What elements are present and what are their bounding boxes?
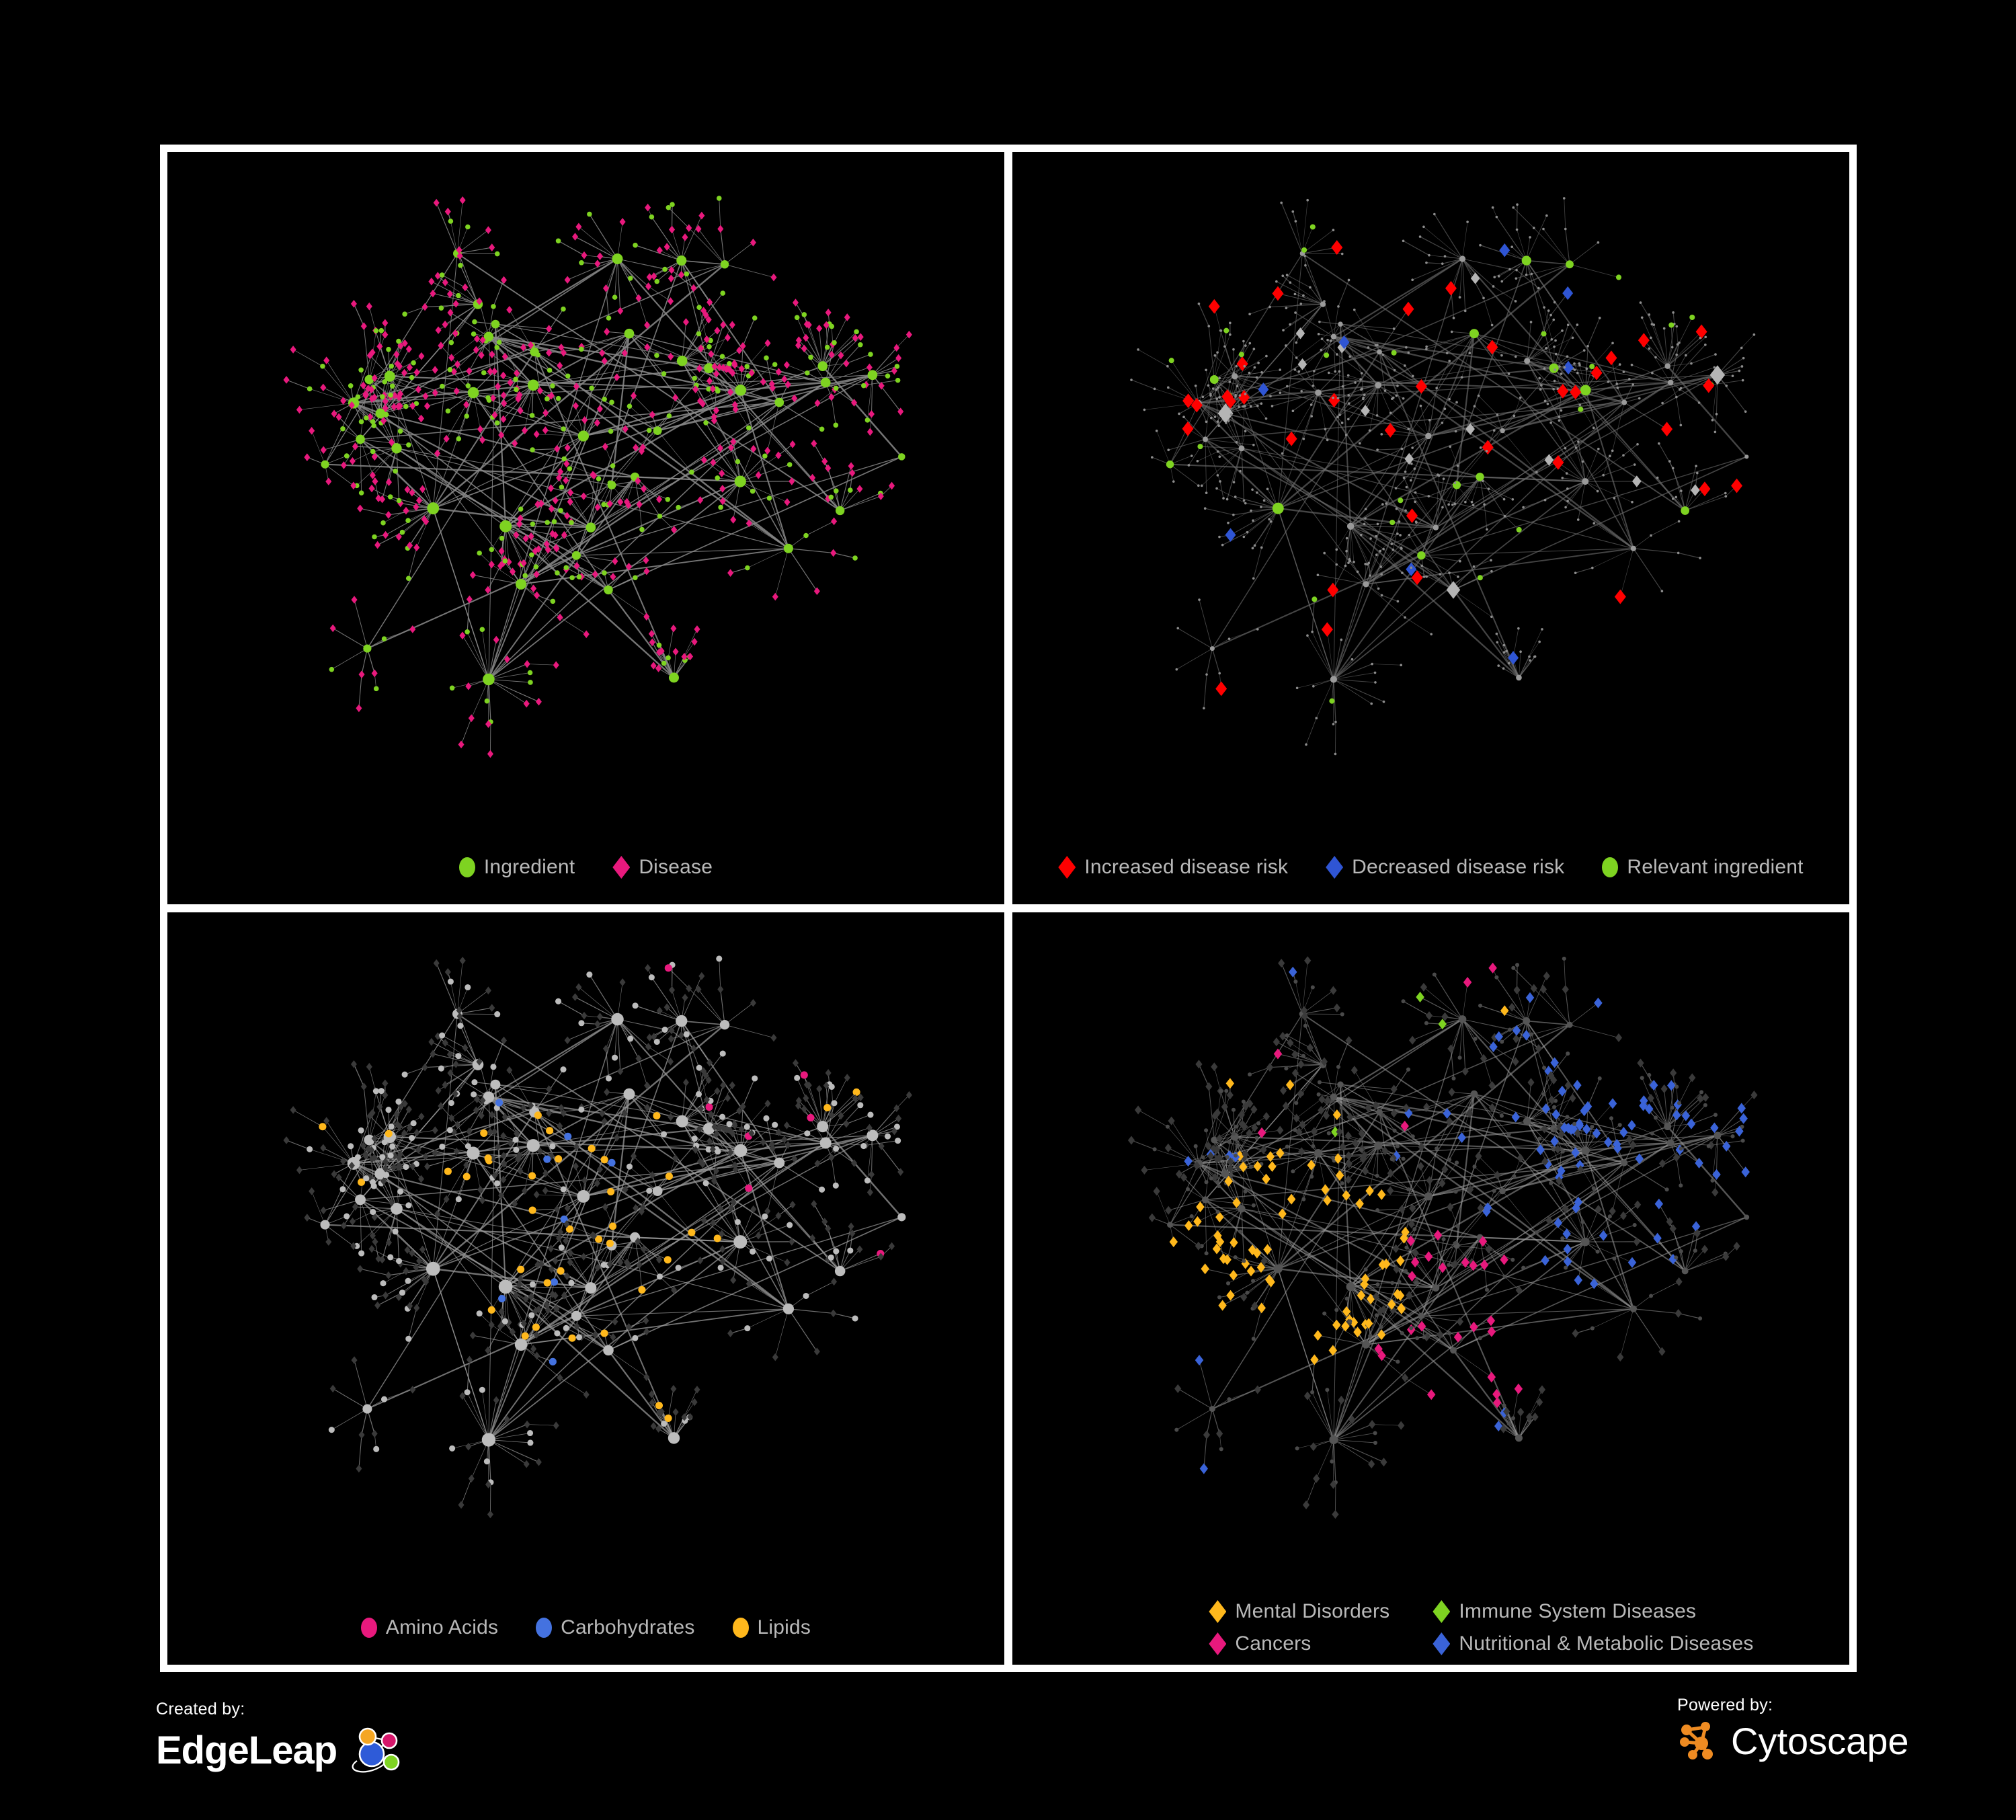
panel-nutrient-classes: Amino Acids Carbohydrates Lipids	[167, 912, 1004, 1665]
legend-label: Nutritional & Metabolic Diseases	[1459, 1632, 1754, 1655]
legend-label: Ingredient	[483, 856, 575, 878]
network-disease-categories[interactable]	[1012, 912, 1849, 1591]
legend-panel-4: Mental Disorders Immune System Diseases Ca…	[1012, 1591, 1849, 1665]
legend-item-immune-system-diseases: Immune System Diseases	[1433, 1600, 1753, 1623]
powered-by-label: Powered by:	[1677, 1696, 1773, 1714]
diamond-marker-icon	[1433, 1632, 1451, 1655]
figure-frame: Ingredient Disease Increased disease risk…	[160, 145, 1857, 1672]
network-disease-risk[interactable]	[1012, 152, 1849, 830]
node-graph-icon	[342, 1722, 409, 1779]
panel-ingredient-disease: Ingredient Disease	[167, 152, 1004, 904]
diamond-marker-icon	[1433, 1600, 1451, 1623]
cytoscape-wordmark: Cytoscape	[1731, 1719, 1909, 1762]
legend-panel-1: Ingredient Disease	[167, 830, 1004, 904]
network-ingredient-disease[interactable]	[167, 152, 1004, 830]
cytoscape-branding: Powered by:	[1677, 1696, 1909, 1764]
legend-label: Cancers	[1235, 1632, 1312, 1655]
legend-label: Lipids	[757, 1616, 811, 1638]
diamond-marker-icon	[1326, 856, 1344, 879]
panel-disease-risk: Increased disease risk Decreased disease …	[1012, 152, 1849, 904]
legend-panel-2: Increased disease risk Decreased disease …	[1012, 830, 1849, 904]
legend-label: Disease	[639, 856, 713, 878]
edgeleap-branding: Created by: EdgeLeap	[156, 1700, 409, 1779]
legend-item-amino-acids: Amino Acids	[360, 1616, 499, 1638]
legend-label: Increased disease risk	[1084, 856, 1289, 878]
diamond-marker-icon	[1209, 1632, 1227, 1655]
legend-label: Amino Acids	[385, 1616, 499, 1638]
legend-item-decreased-disease-risk: Decreased disease risk	[1326, 856, 1564, 879]
legend-item-carbohydrates: Carbohydrates	[536, 1618, 694, 1638]
diamond-marker-icon	[612, 856, 631, 879]
network-nutrient-classes[interactable]	[167, 912, 1004, 1591]
legend-item-cancers: Cancers	[1209, 1632, 1389, 1655]
legend-item-ingredient: Ingredient	[458, 856, 575, 878]
legend-item-mental-disorders: Mental Disorders	[1209, 1600, 1389, 1623]
figure-footer: Created by: EdgeLeap	[0, 1681, 2016, 1820]
circle-marker-icon	[732, 1618, 749, 1638]
legend-label: Mental Disorders	[1235, 1600, 1390, 1622]
cytoscape-network-icon	[1677, 1718, 1726, 1764]
circle-marker-icon	[360, 1618, 377, 1638]
circle-marker-icon	[536, 1618, 553, 1638]
diamond-marker-icon	[1058, 856, 1076, 879]
diamond-marker-icon	[1209, 1600, 1227, 1623]
legend-panel-3: Amino Acids Carbohydrates Lipids	[167, 1591, 1004, 1665]
circle-marker-icon	[1602, 857, 1619, 877]
legend-item-relevant-ingredient: Relevant ingredient	[1602, 856, 1804, 878]
legend-item-disease: Disease	[612, 856, 713, 879]
legend-item-nutritional-metabolic-diseases: Nutritional & Metabolic Diseases	[1433, 1632, 1753, 1655]
legend-item-increased-disease-risk: Increased disease risk	[1058, 856, 1288, 879]
legend-label: Immune System Diseases	[1459, 1600, 1697, 1622]
legend-label: Relevant ingredient	[1627, 856, 1804, 878]
legend-item-lipids: Lipids	[732, 1616, 811, 1638]
edgeleap-wordmark: EdgeLeap	[156, 1728, 337, 1772]
created-by-label: Created by:	[156, 1700, 245, 1718]
legend-label: Carbohydrates	[561, 1616, 695, 1638]
panel-disease-categories: Mental Disorders Immune System Diseases Ca…	[1012, 912, 1849, 1665]
circle-marker-icon	[458, 857, 475, 877]
legend-label: Decreased disease risk	[1352, 856, 1565, 878]
